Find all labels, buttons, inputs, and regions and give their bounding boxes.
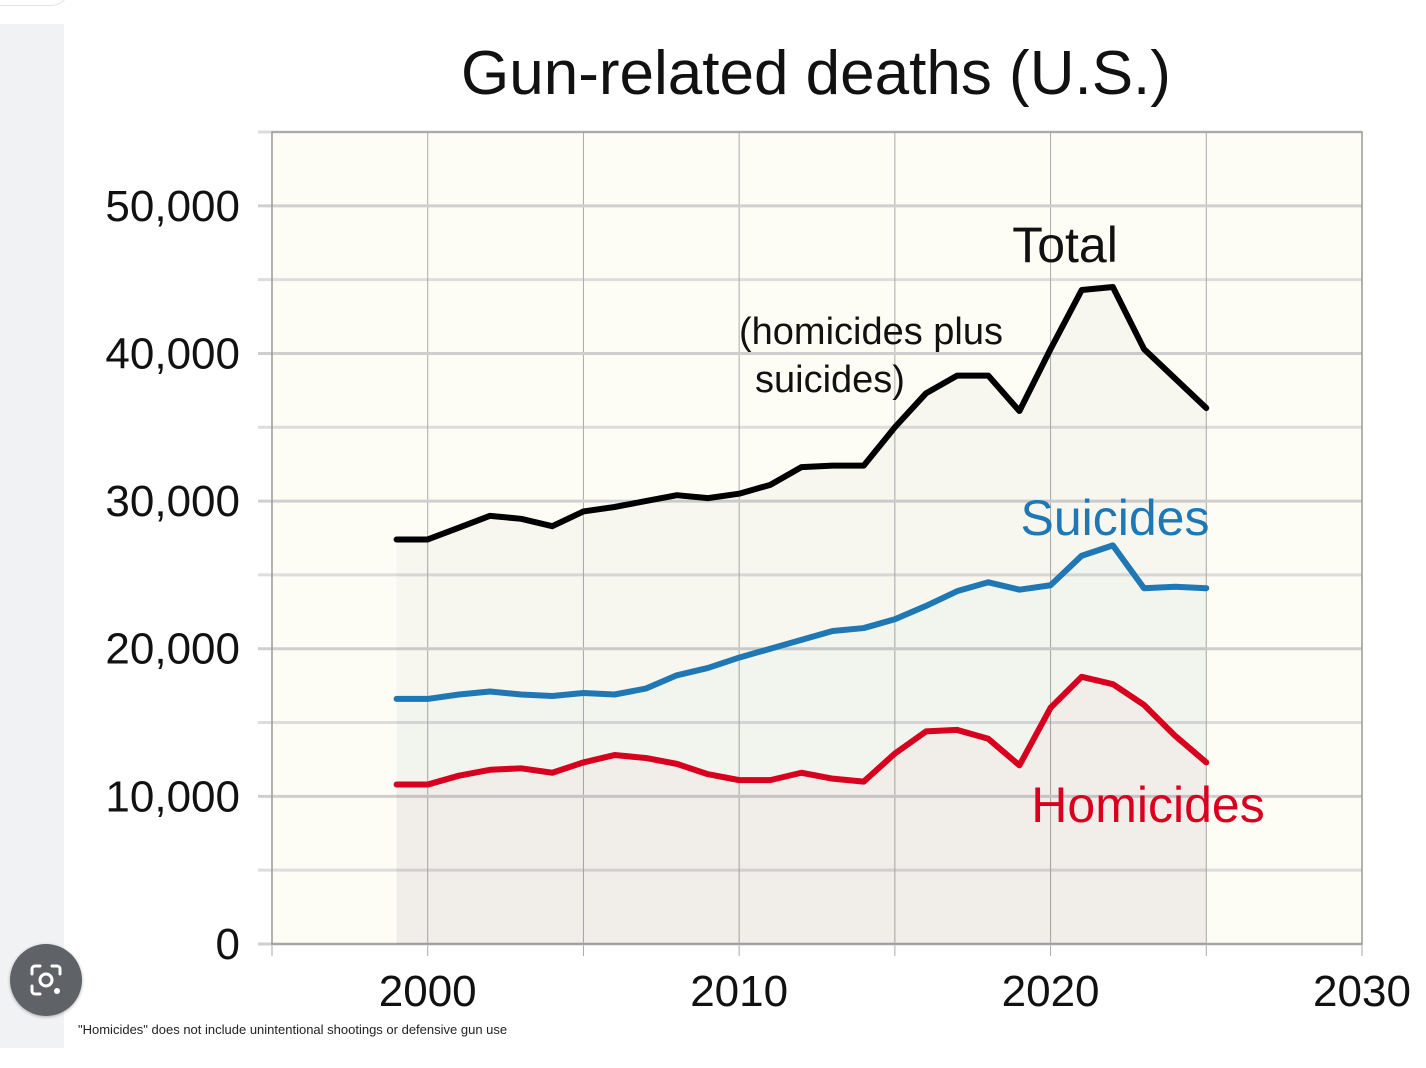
total-label: Total [1012, 217, 1118, 273]
homicides-label: Homicides [1031, 777, 1264, 833]
total-sublabel-line2: suicides) [755, 359, 905, 401]
y-tick-label: 50,000 [105, 182, 240, 231]
plot-area [272, 132, 1362, 944]
lens-search-button[interactable] [10, 944, 82, 1016]
suicides-label: Suicides [1021, 490, 1210, 546]
series-line-homicides [393, 673, 1210, 788]
series-line-total [393, 284, 1210, 543]
y-tick-label: 0 [216, 920, 240, 969]
x-tick-label: 2010 [690, 967, 788, 1016]
x-tick-label: 2020 [1002, 967, 1100, 1016]
x-tick-label: 2030 [1313, 967, 1411, 1016]
series-line-suicides [393, 542, 1210, 702]
plot-frame [271, 131, 1363, 945]
chart-footnote: "Homicides" does not include unintention… [78, 1022, 508, 1037]
y-tick-label: 20,000 [105, 625, 240, 674]
y-tick-label: 30,000 [105, 477, 240, 526]
total-sublabel-line1: (homicides plus [739, 311, 1003, 353]
chart-title: Gun-related deaths (U.S.) [461, 39, 1171, 108]
x-tick-label: 2000 [379, 967, 477, 1016]
y-tick-label: 10,000 [105, 772, 240, 821]
camera-search-icon [30, 964, 62, 996]
y-tick-label: 40,000 [105, 329, 240, 378]
